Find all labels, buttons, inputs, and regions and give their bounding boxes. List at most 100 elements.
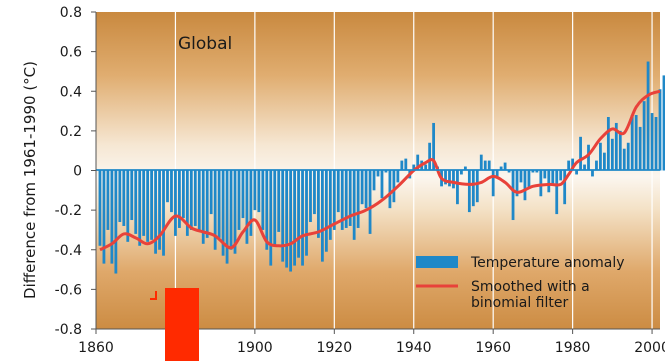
anomaly-bar-1943 [424, 164, 428, 171]
y-tick-label: 0 [73, 164, 82, 180]
anomaly-bar-1992 [618, 130, 622, 171]
anomaly-bar-1994 [626, 142, 630, 171]
anomaly-bar-1952 [460, 170, 463, 175]
anomaly-bar-1938 [404, 158, 408, 171]
anomaly-bar-1892 [221, 170, 225, 256]
anomaly-bar-1869 [130, 170, 134, 221]
anomaly-bar-1949 [448, 170, 451, 187]
anomaly-bar-1945 [432, 122, 436, 171]
anomaly-bar-1921 [336, 170, 340, 213]
anomaly-bar-1990 [610, 138, 614, 171]
anomaly-bar-1968 [523, 170, 527, 201]
anomaly-bar-1866 [118, 170, 122, 223]
anomaly-bar-1912 [301, 170, 304, 266]
bracket-mark [150, 291, 157, 300]
x-tick-label: 2000 [634, 340, 665, 356]
anomaly-bar-1871 [138, 170, 142, 246]
anomaly-bar-1865 [114, 170, 118, 274]
anomaly-bar-1944 [428, 142, 432, 171]
anomaly-bar-2002 [658, 89, 662, 171]
anomaly-bar-1973 [543, 170, 547, 179]
anomaly-bar-1889 [209, 170, 213, 215]
anomaly-bar-1861 [98, 170, 102, 246]
anomaly-bar-1906 [277, 170, 281, 232]
x-tick-label: 1960 [475, 340, 511, 356]
anomaly-bar-1954 [467, 170, 471, 213]
axes: 0.80.60.40.20-0.2-0.4-0.6-0.818601819001… [55, 5, 665, 356]
anomaly-bar-1899 [249, 170, 253, 236]
x-tick-label: 1860 [78, 340, 114, 356]
anomaly-bar-1940 [412, 164, 416, 171]
anomaly-bar-1917 [320, 170, 324, 262]
anomaly-bar-1951 [456, 170, 459, 205]
legend-label-smoothed-line: binomial filter [471, 295, 568, 311]
x-tick-label: 1920 [316, 340, 352, 356]
y-tick-label: 0.6 [60, 45, 82, 61]
anomaly-bar-1914 [309, 170, 312, 223]
anomaly-bar-1971 [535, 170, 539, 173]
anomaly-bar-1927 [360, 170, 364, 205]
anomaly-bar-1981 [575, 170, 578, 175]
anomaly-bar-1918 [324, 170, 328, 252]
anomaly-bar-2001 [654, 117, 658, 171]
anomaly-bar-1995 [630, 115, 634, 171]
anomaly-bar-1874 [150, 170, 154, 240]
anomaly-bar-2003 [662, 75, 665, 171]
anomaly-bar-1907 [281, 170, 285, 262]
anomaly-bar-1958 [483, 160, 487, 171]
anomaly-bar-1979 [567, 160, 571, 171]
anomaly-bar-1875 [154, 170, 157, 254]
anomaly-bar-1911 [297, 170, 300, 258]
x-tick-label: 1900 [237, 340, 273, 356]
anomaly-bar-1978 [563, 170, 567, 205]
anomaly-bar-1924 [348, 170, 352, 226]
anomaly-bar-1915 [313, 170, 316, 215]
anomaly-bar-1922 [340, 170, 344, 230]
anomaly-bar-1977 [559, 170, 563, 181]
anomaly-bar-1920 [332, 170, 336, 230]
anomaly-bar-1879 [170, 170, 173, 213]
y-tick-label: 0.4 [60, 84, 82, 100]
anomaly-bar-1910 [293, 170, 296, 266]
anomaly-bar-1932 [380, 170, 384, 199]
anomaly-bar-1950 [452, 170, 455, 189]
anomaly-bar-1993 [622, 148, 626, 171]
anomaly-bar-1983 [583, 164, 586, 171]
anomaly-bar-1905 [273, 170, 277, 246]
anomaly-bar-1970 [531, 170, 535, 173]
y-tick-label: 0.2 [60, 124, 82, 140]
anomaly-bar-1913 [305, 170, 308, 256]
anomaly-bar-1967 [519, 170, 523, 183]
anomaly-bar-1926 [356, 170, 360, 228]
anomaly-bar-1929 [368, 170, 372, 234]
anomaly-bar-1928 [364, 170, 368, 209]
y-tick-label: -0.4 [55, 243, 82, 259]
anomaly-bar-1966 [515, 170, 519, 197]
anomaly-bar-1863 [106, 170, 110, 230]
anomaly-bar-1881 [178, 170, 181, 228]
y-tick-label: -0.6 [55, 282, 82, 298]
anomaly-bar-1901 [257, 170, 261, 213]
anomaly-bar-1909 [289, 170, 293, 272]
anomaly-bar-1974 [547, 170, 551, 193]
anomaly-bars [98, 61, 665, 274]
anomaly-bar-1957 [479, 154, 483, 171]
anomaly-bar-1975 [551, 170, 555, 185]
anomaly-bar-1925 [352, 170, 356, 240]
anomaly-bar-1867 [122, 170, 126, 226]
y-tick-label: -0.2 [55, 203, 82, 219]
anomaly-bar-1935 [392, 170, 396, 203]
occluding-marker [150, 288, 199, 361]
anomaly-bar-1882 [181, 170, 185, 219]
red-block [165, 288, 199, 361]
anomaly-bar-1883 [185, 170, 189, 236]
anomaly-bar-1877 [162, 170, 165, 256]
y-tick-label: 0.8 [60, 5, 82, 21]
anomaly-bar-1895 [233, 170, 237, 254]
anomaly-bar-1965 [511, 170, 515, 221]
y-axis-label: Difference from 1961-1990 (°C) [21, 61, 39, 299]
anomaly-bar-1887 [201, 170, 205, 244]
anomaly-bar-1878 [166, 170, 169, 203]
anomaly-bar-1904 [269, 170, 273, 266]
